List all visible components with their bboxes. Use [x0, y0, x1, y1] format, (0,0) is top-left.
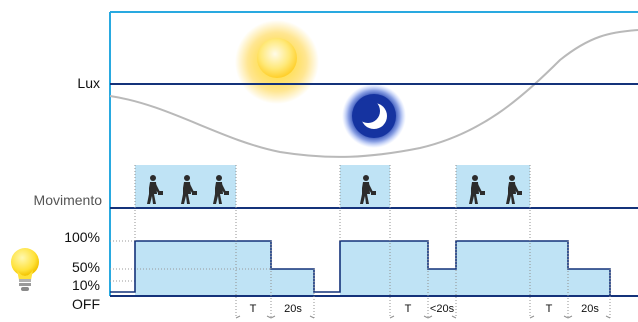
timing-label: <20s — [429, 303, 455, 315]
level-off-label: OFF — [72, 296, 100, 312]
motion-box — [456, 165, 530, 208]
light-level-line — [110, 240, 638, 297]
light-bulb-icon — [11, 248, 39, 291]
timing-label: 20s — [284, 303, 302, 315]
timing-label: T — [249, 303, 257, 315]
timing-guides — [134, 165, 611, 318]
timing-label: T — [545, 303, 553, 315]
lux-curve — [109, 29, 638, 158]
lux-label: Lux — [77, 75, 100, 91]
movement-label: Movimento — [33, 192, 102, 208]
timing-label: 20s — [581, 303, 599, 315]
sun-icon — [235, 20, 319, 104]
timing-label: T — [404, 303, 412, 315]
level-10-label: 10% — [71, 277, 100, 293]
level-50-label: 50% — [71, 259, 100, 275]
dimension-ticks — [235, 315, 611, 319]
moon-icon — [342, 84, 406, 148]
level-100-label: 100% — [64, 229, 100, 245]
